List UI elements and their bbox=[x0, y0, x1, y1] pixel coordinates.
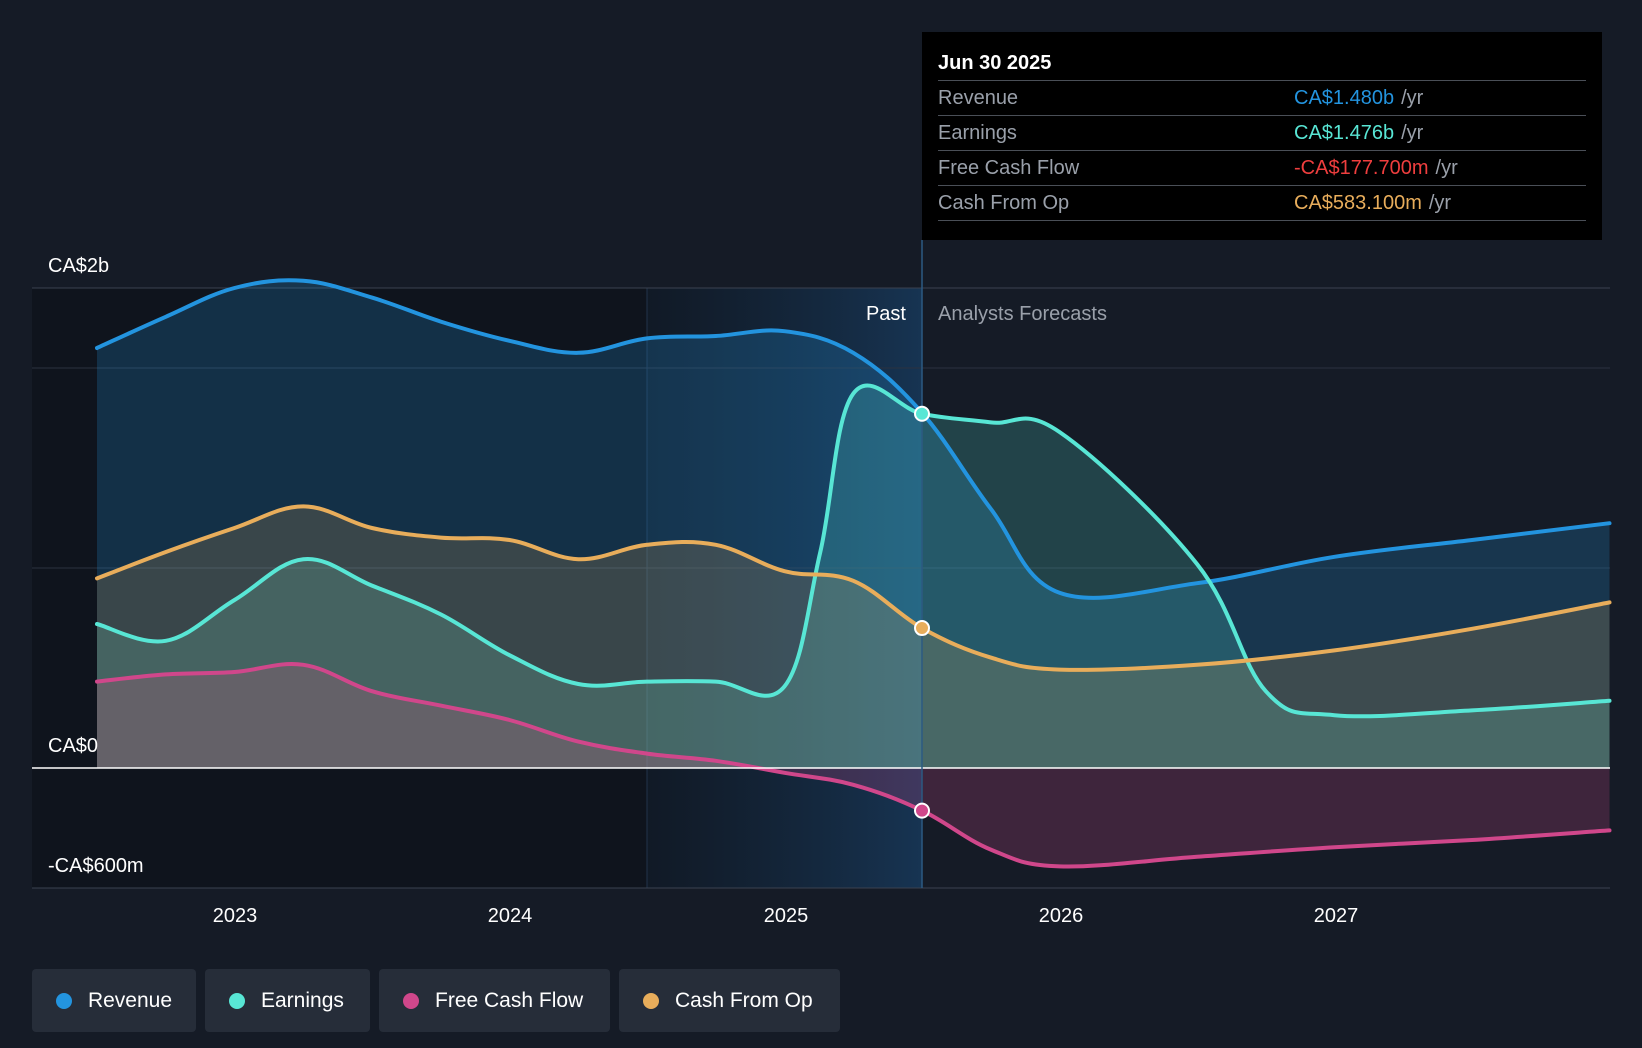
tooltip-value-cfo: CA$583.100m bbox=[1294, 192, 1422, 214]
tooltip-row-revenue: Revenue CA$1.480b /yr bbox=[938, 80, 1586, 115]
free-cash-flow-line bbox=[95, 662, 1612, 869]
legend-label: Revenue bbox=[87, 988, 172, 1012]
legend-dot-icon bbox=[403, 992, 419, 1009]
series-areas bbox=[97, 280, 1610, 867]
earnings-line bbox=[95, 383, 1612, 719]
tooltip-value-fcf: -CA$177.700m bbox=[1294, 157, 1429, 179]
y-label-bottom: -CA$600m bbox=[48, 855, 144, 877]
revenue-line bbox=[95, 278, 1612, 600]
cash-from-op-area bbox=[97, 506, 1610, 768]
earnings-marker bbox=[914, 405, 930, 422]
tooltip-row-earnings: Earnings CA$1.476b /yr bbox=[938, 115, 1586, 150]
tooltip-label: Earnings bbox=[938, 122, 1017, 144]
forecast-label: Analysts Forecasts bbox=[938, 303, 1107, 325]
legend: Revenue Earnings Free Cash Flow Cash Fro… bbox=[32, 969, 840, 1032]
cash-from-op-marker bbox=[914, 620, 930, 637]
x-tick-2023: 2023 bbox=[213, 905, 258, 927]
past-label: Past bbox=[866, 303, 906, 325]
legend-label: Free Cash Flow bbox=[435, 988, 584, 1012]
y-label-zero: CA$0 bbox=[48, 735, 98, 757]
y-label-top: CA$2b bbox=[48, 255, 109, 277]
tooltip-date: Jun 30 2025 bbox=[938, 52, 1052, 74]
legend-label: Cash From Op bbox=[675, 988, 813, 1012]
tooltip-unit: /yr bbox=[1401, 122, 1424, 144]
series-lines bbox=[95, 278, 1612, 869]
legend-dot-icon bbox=[56, 992, 72, 1009]
x-tick-2027: 2027 bbox=[1314, 905, 1359, 927]
tooltip-row-cfo: Cash From Op CA$583.100m /yr bbox=[938, 185, 1586, 221]
tooltip-value-revenue: CA$1.480b bbox=[1294, 87, 1395, 109]
tooltip-unit: /yr bbox=[1428, 192, 1452, 214]
free-cash-flow-area bbox=[97, 663, 1610, 867]
x-tick-2025: 2025 bbox=[764, 905, 809, 927]
tooltip-unit: /yr bbox=[1401, 87, 1424, 109]
tooltip-markers bbox=[914, 405, 930, 819]
x-tick-2026: 2026 bbox=[1039, 905, 1084, 927]
tooltip-label: Revenue bbox=[938, 87, 1019, 109]
revenue-area bbox=[97, 280, 1610, 768]
earnings-area bbox=[97, 385, 1610, 768]
legend-item-free-cash-flow[interactable]: Free Cash Flow bbox=[379, 969, 610, 1032]
legend-dot-icon bbox=[643, 992, 659, 1009]
legend-item-cash-from-op[interactable]: Cash From Op bbox=[619, 969, 840, 1032]
tooltip-value-earnings: CA$1.476b bbox=[1294, 122, 1395, 144]
tooltip-panel: Jun 30 2025 Revenue CA$1.480b /yr Earnin… bbox=[922, 32, 1602, 240]
legend-label: Earnings bbox=[261, 988, 344, 1012]
free-cash-flow-marker bbox=[914, 802, 930, 819]
tooltip-label: Cash From Op bbox=[938, 192, 1070, 214]
legend-item-earnings[interactable]: Earnings bbox=[205, 969, 370, 1032]
legend-item-revenue[interactable]: Revenue bbox=[32, 969, 196, 1032]
tooltip-unit: /yr bbox=[1435, 157, 1458, 179]
tooltip-row-fcf: Free Cash Flow -CA$177.700m /yr bbox=[938, 150, 1586, 185]
x-tick-2024: 2024 bbox=[488, 905, 533, 927]
tooltip-label: Free Cash Flow bbox=[938, 157, 1080, 179]
cash-from-op-line bbox=[95, 504, 1612, 672]
legend-dot-icon bbox=[229, 992, 245, 1009]
